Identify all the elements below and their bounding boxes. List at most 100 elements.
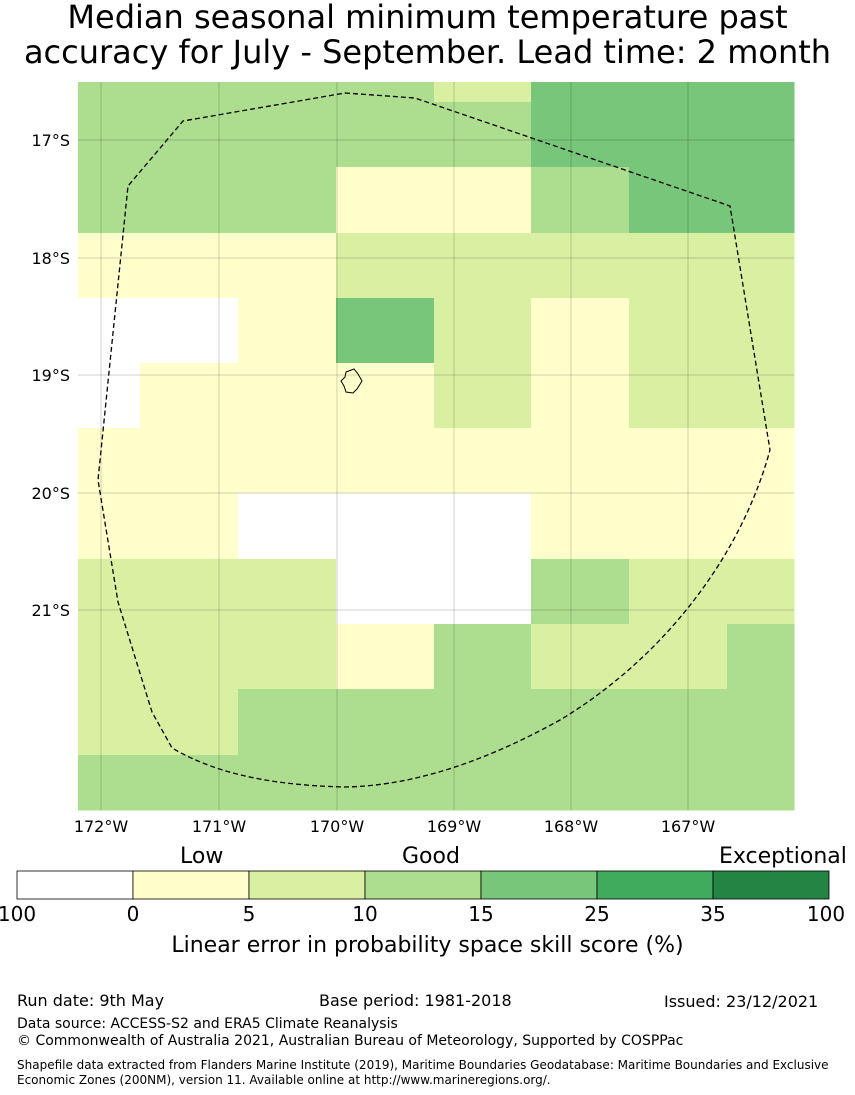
score-cell — [238, 559, 337, 625]
score-cell — [434, 298, 532, 364]
score-cell — [531, 102, 630, 168]
latitude-label: 18°S — [31, 249, 70, 268]
score-cell — [238, 428, 337, 494]
score-cell — [140, 493, 239, 560]
colorbar-swatch — [16, 870, 134, 900]
title-line-2: accuracy for July - September. Lead time… — [23, 33, 832, 71]
score-cell — [140, 689, 239, 756]
score-cell — [629, 624, 728, 690]
colorbar-swatch — [712, 870, 830, 900]
score-cell — [140, 624, 239, 690]
score-cell — [78, 689, 141, 756]
score-cell — [238, 82, 337, 103]
longitude-label: 169°W — [427, 817, 482, 836]
colorbar-tick: 35 — [700, 902, 726, 926]
longitude-label: 168°W — [544, 817, 599, 836]
score-cell — [238, 624, 337, 690]
colorbar-tick: 100 — [0, 902, 37, 926]
score-cell — [434, 167, 532, 234]
score-cell — [336, 755, 435, 811]
score-cell — [78, 82, 141, 103]
legend-good: Good — [402, 844, 460, 869]
score-cell — [727, 689, 795, 756]
score-cell — [727, 298, 795, 364]
latitude-label: 21°S — [31, 601, 70, 620]
score-cell — [78, 298, 141, 364]
legend-low: Low — [180, 844, 224, 869]
score-cell — [238, 167, 337, 234]
score-cell — [78, 559, 141, 625]
score-cell — [629, 363, 728, 429]
colorbar-tick: 100 — [806, 902, 846, 926]
colorbar — [16, 870, 830, 900]
score-grid — [78, 82, 795, 811]
chart-title: Median seasonal minimum temperature past… — [0, 0, 855, 70]
score-cell — [727, 755, 795, 811]
colorbar-swatch — [248, 870, 366, 900]
score-cell — [727, 167, 795, 234]
longitude-label: 172°W — [74, 817, 129, 836]
score-cell — [531, 428, 630, 494]
island-outline — [340, 368, 363, 394]
score-cell — [531, 559, 630, 625]
latitude-label: 19°S — [31, 366, 70, 385]
score-cell — [78, 233, 141, 299]
score-cell — [531, 755, 630, 811]
score-cell — [434, 428, 532, 494]
colorbar-tick: 25 — [584, 902, 610, 926]
score-cell — [140, 82, 239, 103]
longitude-label: 170°W — [310, 817, 365, 836]
score-cell — [140, 428, 239, 494]
score-cell — [629, 233, 728, 299]
score-cell — [531, 363, 630, 429]
score-cell — [140, 167, 239, 234]
issued-date: Issued: 23/12/2021 — [664, 992, 819, 1011]
score-cell — [434, 689, 532, 756]
score-cell — [727, 493, 795, 560]
score-cell — [531, 689, 630, 756]
shapefile-credit-1: Shapefile data extracted from Flanders M… — [17, 1058, 829, 1072]
score-cell — [629, 428, 728, 494]
score-cell — [78, 167, 141, 234]
score-cell — [336, 298, 435, 364]
score-cell — [531, 493, 630, 560]
shapefile-credit-2: Economic Zones (200NM), version 11. Avai… — [17, 1073, 551, 1087]
score-cell — [629, 102, 728, 168]
score-cell — [78, 428, 141, 494]
score-cell — [531, 298, 630, 364]
colorbar-label: Linear error in probability space skill … — [171, 933, 684, 958]
score-cell — [434, 624, 532, 690]
graticule — [78, 82, 794, 810]
base-period: Base period: 1981-2018 — [319, 991, 512, 1010]
score-cell — [238, 755, 337, 811]
copyright: © Commonwealth of Australia 2021, Austra… — [17, 1033, 684, 1049]
score-cell — [336, 102, 435, 168]
score-cell — [531, 167, 630, 234]
title-line-1: Median seasonal minimum temperature past — [67, 0, 788, 36]
score-cell — [336, 363, 435, 429]
longitude-label: 171°W — [192, 817, 247, 836]
score-cell — [434, 755, 532, 811]
score-cell — [629, 167, 728, 234]
score-cell — [629, 298, 728, 364]
colorbar-tick: 0 — [126, 902, 140, 926]
score-cell — [336, 493, 435, 560]
score-cell — [434, 559, 532, 625]
colorbar-swatch — [596, 870, 714, 900]
score-cell — [336, 167, 435, 234]
score-cell — [531, 624, 630, 690]
score-cell — [629, 82, 728, 103]
eez-boundary — [97, 92, 771, 788]
longitude-labels: 172°W 171°W 170°W 169°W 168°W 167°W — [74, 817, 716, 836]
score-cell — [336, 689, 435, 756]
score-cell — [434, 102, 532, 168]
colorbar-swatch — [364, 870, 482, 900]
score-cell — [140, 363, 239, 429]
latitude-label: 17°S — [31, 131, 70, 150]
score-cell — [727, 428, 795, 494]
score-cell — [727, 624, 795, 690]
score-cell — [727, 102, 795, 168]
score-cell — [140, 102, 239, 168]
score-cell — [434, 82, 532, 103]
score-cell — [78, 755, 141, 811]
